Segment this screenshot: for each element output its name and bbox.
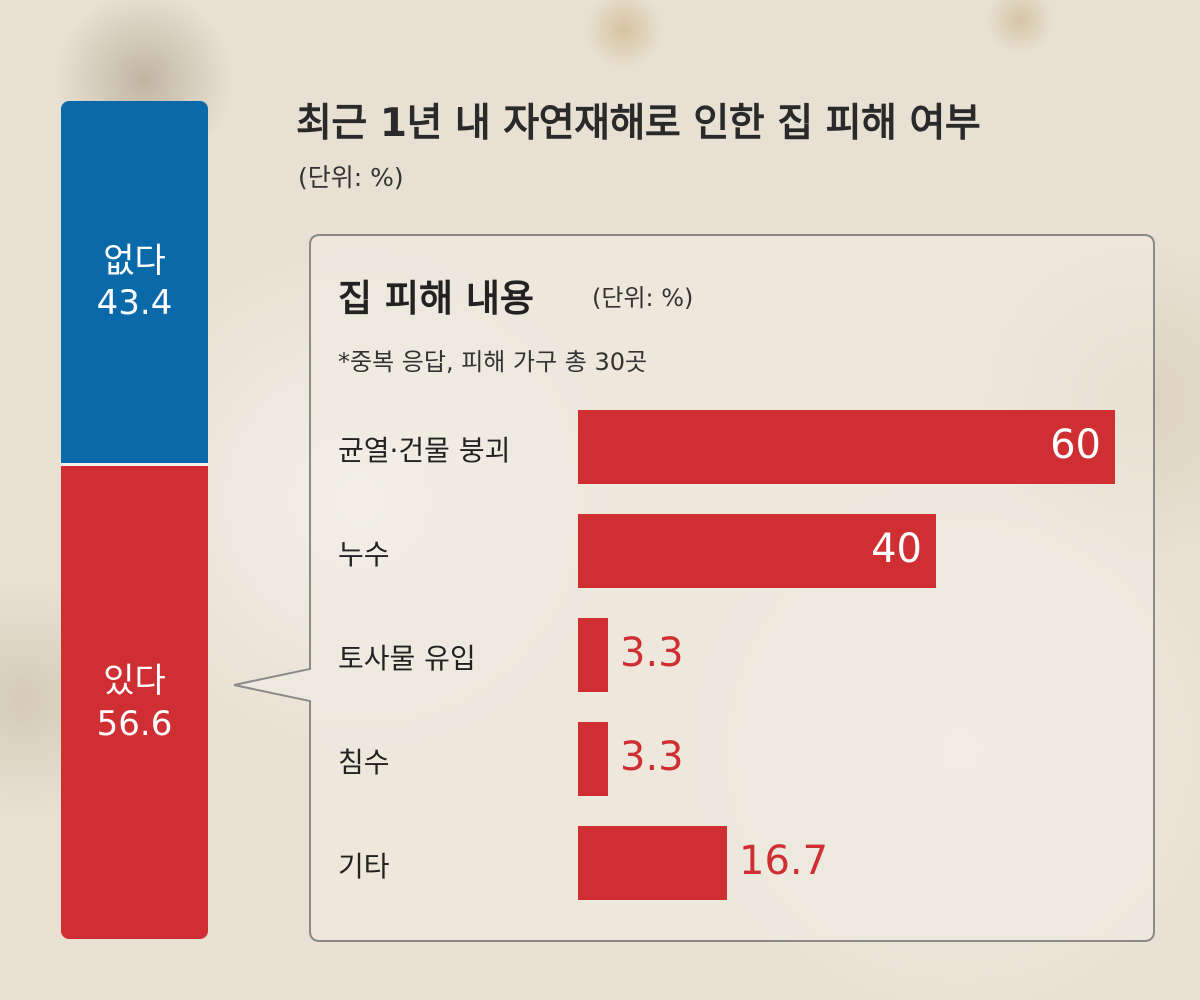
segment-none-label: 없다 bbox=[103, 240, 166, 281]
bar-item-4 bbox=[578, 722, 608, 796]
category-label: 누수 bbox=[338, 538, 390, 571]
bar-item-1 bbox=[578, 410, 1115, 484]
panel-title: 집 피해 내용 bbox=[338, 277, 534, 320]
chart-unit: (단위: %) bbox=[298, 163, 404, 192]
segment-yes-value: 56.6 bbox=[96, 703, 173, 744]
value-label: 60 bbox=[1050, 422, 1101, 468]
chart-title: 최근 1년 내 자연재해로 인한 집 피해 여부 bbox=[296, 101, 981, 146]
segment-yes: 있다 56.6 bbox=[61, 466, 208, 939]
bar-item-3 bbox=[578, 618, 608, 692]
bar-item-5 bbox=[578, 826, 727, 900]
segment-none-value: 43.4 bbox=[96, 283, 173, 324]
panel-unit: (단위: %) bbox=[592, 284, 694, 312]
stacked-bar: 없다 43.4 있다 56.6 bbox=[61, 101, 208, 939]
category-label: 토사물 유입 bbox=[338, 642, 476, 675]
category-label: 침수 bbox=[338, 746, 390, 779]
value-label: 40 bbox=[871, 526, 922, 572]
category-label: 기타 bbox=[338, 850, 390, 883]
segment-none: 없다 43.4 bbox=[61, 101, 208, 467]
bar-item-2 bbox=[578, 514, 936, 588]
value-label: 3.3 bbox=[620, 630, 684, 676]
category-label: 균열·건물 붕괴 bbox=[338, 434, 511, 467]
value-label: 3.3 bbox=[620, 734, 684, 780]
panel-note: *중복 응답, 피해 가구 총 30곳 bbox=[338, 348, 648, 376]
segment-yes-label: 있다 bbox=[103, 661, 166, 702]
value-label: 16.7 bbox=[739, 838, 829, 884]
